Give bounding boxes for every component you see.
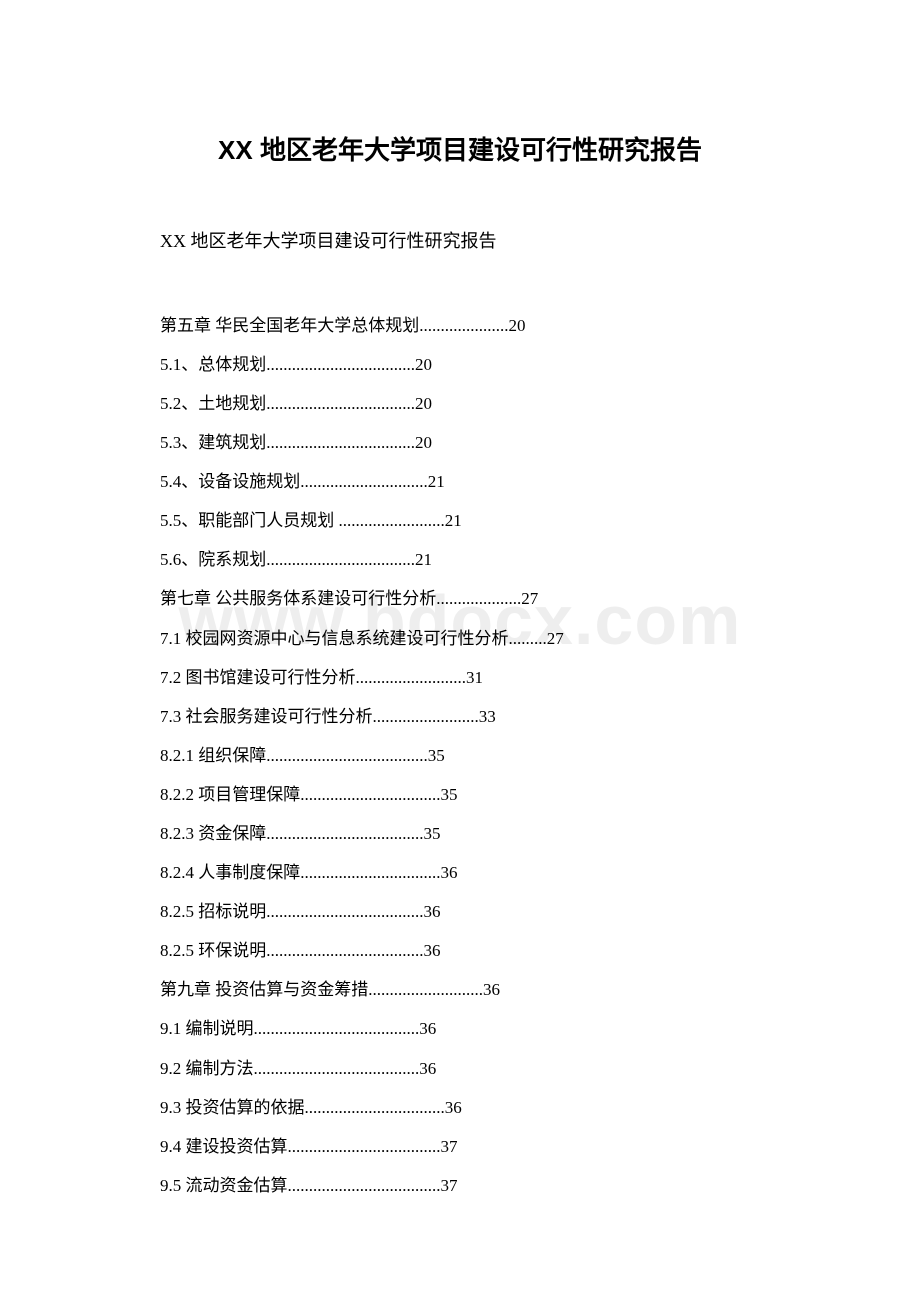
toc-entry-dots: ..................... [419, 316, 508, 335]
toc-entry-page: 20 [415, 433, 432, 452]
toc-entry-page: 27 [521, 589, 538, 608]
toc-entry-text: 5.2、土地规划 [160, 394, 266, 413]
document-page: XX 地区老年大学项目建设可行性研究报告 XX 地区老年大学项目建设可行性研究报… [0, 0, 920, 1285]
toc-entry-text: 5.4、设备设施规划 [160, 472, 300, 491]
toc-entry-text: 9.1 编制说明 [160, 1019, 254, 1038]
toc-entry-text: 7.2 图书馆建设可行性分析 [160, 668, 356, 687]
toc-entry-page: 36 [441, 863, 458, 882]
table-of-contents: 第五章 华民全国老年大学总体规划.....................20 … [160, 306, 760, 1205]
toc-entry-page: 21 [415, 550, 432, 569]
toc-entry: 9.5 流动资金估算..............................… [160, 1166, 760, 1205]
toc-entry-dots: ...................................... [266, 746, 428, 765]
toc-entry-dots: ..................................... [266, 824, 423, 843]
toc-entry: 7.1 校园网资源中心与信息系统建设可行性分析.........27 [160, 619, 760, 658]
toc-entry-text: 9.3 投资估算的依据 [160, 1098, 305, 1117]
toc-entry: 第五章 华民全国老年大学总体规划.....................20 [160, 306, 760, 345]
toc-entry-page: 36 [483, 980, 500, 999]
toc-entry: 8.2.4 人事制度保障............................… [160, 853, 760, 892]
toc-entry-text: 第九章 投资估算与资金筹措 [160, 980, 368, 999]
toc-entry: 7.2 图书馆建设可行性分析..........................… [160, 658, 760, 697]
toc-entry-dots: ......................... [373, 707, 479, 726]
toc-entry-page: 31 [466, 668, 483, 687]
toc-entry-text: 8.2.1 组织保障 [160, 746, 266, 765]
toc-entry: 8.2.2 项目管理保障............................… [160, 775, 760, 814]
toc-entry-page: 36 [419, 1059, 436, 1078]
toc-entry-dots: .................................... [288, 1176, 441, 1195]
toc-entry-page: 36 [424, 941, 441, 960]
toc-entry: 5.6、院系规划................................… [160, 540, 760, 579]
toc-entry-dots: ................................... [266, 394, 415, 413]
toc-entry: 第七章 公共服务体系建设可行性分析....................27 [160, 579, 760, 618]
toc-entry-dots: ................................... [266, 355, 415, 374]
toc-entry-dots: ................................... [266, 550, 415, 569]
toc-entry-text: 第七章 公共服务体系建设可行性分析 [160, 589, 436, 608]
toc-entry-page: 37 [441, 1137, 458, 1156]
toc-entry-dots: ....................................... [254, 1059, 420, 1078]
toc-entry-page: 21 [445, 511, 462, 530]
toc-entry-dots: .................................... [288, 1137, 441, 1156]
toc-entry-text: 8.2.5 环保说明 [160, 941, 266, 960]
toc-entry-text: 9.2 编制方法 [160, 1059, 254, 1078]
toc-entry-page: 20 [415, 394, 432, 413]
toc-entry: 8.2.5 环保说明..............................… [160, 931, 760, 970]
toc-entry-text: 5.5、职能部门人员规划 [160, 511, 339, 530]
toc-entry-dots: ................................. [305, 1098, 445, 1117]
toc-entry-page: 21 [428, 472, 445, 491]
toc-entry: 5.2、土地规划................................… [160, 384, 760, 423]
toc-entry: 第九章 投资估算与资金筹措...........................… [160, 970, 760, 1009]
toc-entry-page: 33 [479, 707, 496, 726]
toc-entry-page: 35 [428, 746, 445, 765]
toc-entry-text: 8.2.5 招标说明 [160, 902, 266, 921]
toc-entry-page: 37 [441, 1176, 458, 1195]
document-title: XX 地区老年大学项目建设可行性研究报告 [160, 130, 760, 167]
toc-entry: 5.3、建筑规划................................… [160, 423, 760, 462]
toc-entry-dots: ................................... [266, 433, 415, 452]
toc-entry-page: 20 [509, 316, 526, 335]
toc-entry-text: 8.2.3 资金保障 [160, 824, 266, 843]
toc-entry-dots: ..................................... [266, 941, 423, 960]
toc-entry-text: 8.2.4 人事制度保障 [160, 863, 300, 882]
toc-entry-page: 35 [441, 785, 458, 804]
toc-entry: 8.2.5 招标说明..............................… [160, 892, 760, 931]
toc-entry: 8.2.1 组织保障..............................… [160, 736, 760, 775]
toc-entry-text: 第五章 华民全国老年大学总体规划 [160, 316, 419, 335]
toc-entry-page: 35 [424, 824, 441, 843]
toc-entry: 5.4、设备设施规划..............................… [160, 462, 760, 501]
toc-entry: 5.1、总体规划................................… [160, 345, 760, 384]
toc-entry-dots: ................................. [300, 785, 440, 804]
toc-entry-dots: ........................... [368, 980, 483, 999]
toc-entry-text: 9.4 建设投资估算 [160, 1137, 288, 1156]
toc-entry: 9.1 编制说明................................… [160, 1009, 760, 1048]
toc-entry: 5.5、职能部门人员规划 .........................21 [160, 501, 760, 540]
toc-entry-dots: ..................................... [266, 902, 423, 921]
toc-entry-text: 7.3 社会服务建设可行性分析 [160, 707, 373, 726]
toc-entry-dots: ....................................... [254, 1019, 420, 1038]
toc-entry-text: 7.1 校园网资源中心与信息系统建设可行性分析 [160, 629, 509, 648]
toc-entry-page: 20 [415, 355, 432, 374]
toc-entry-text: 5.3、建筑规划 [160, 433, 266, 452]
toc-entry-page: 27 [547, 629, 564, 648]
toc-entry: 9.3 投资估算的依据.............................… [160, 1088, 760, 1127]
toc-entry-text: 8.2.2 项目管理保障 [160, 785, 300, 804]
toc-entry: 8.2.3 资金保障..............................… [160, 814, 760, 853]
document-subtitle: XX 地区老年大学项目建设可行性研究报告 [160, 227, 760, 256]
toc-entry-dots: ......... [509, 629, 547, 648]
toc-entry: 7.3 社会服务建设可行性分析.........................… [160, 697, 760, 736]
toc-entry-text: 5.6、院系规划 [160, 550, 266, 569]
toc-entry-dots: ......................... [339, 511, 445, 530]
toc-entry-text: 5.1、总体规划 [160, 355, 266, 374]
toc-entry-dots: ................................. [300, 863, 440, 882]
toc-entry: 9.2 编制方法................................… [160, 1049, 760, 1088]
toc-entry-page: 36 [445, 1098, 462, 1117]
toc-entry-dots: .......................... [356, 668, 467, 687]
toc-entry-page: 36 [419, 1019, 436, 1038]
toc-entry: 9.4 建设投资估算..............................… [160, 1127, 760, 1166]
toc-entry-text: 9.5 流动资金估算 [160, 1176, 288, 1195]
toc-entry-dots: .............................. [300, 472, 428, 491]
toc-entry-dots: .................... [436, 589, 521, 608]
toc-entry-page: 36 [424, 902, 441, 921]
